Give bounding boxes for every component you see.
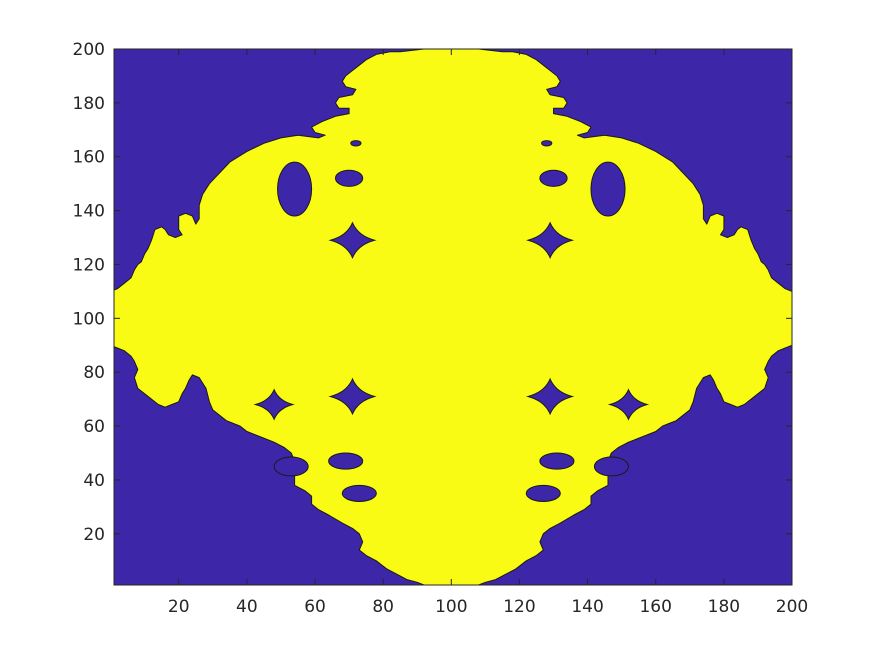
x-axis: 20 40 60 80 100 120 140 160 180 200 — [168, 49, 808, 617]
x-tick-label: 180 — [708, 597, 740, 617]
y-tick-label: 140 — [73, 202, 105, 222]
blue-hole-1-left — [328, 377, 377, 416]
x-tick-label: 60 — [304, 597, 326, 617]
blue-hole-2-right — [541, 140, 553, 147]
y-tick-label: 200 — [73, 40, 105, 60]
blue-hole-3-right — [539, 169, 568, 187]
x-tick-label: 160 — [639, 597, 671, 617]
blue-hole-4-left — [253, 388, 295, 421]
blue-hole-6-left — [273, 456, 309, 477]
x-tick-label: 100 — [435, 597, 467, 617]
blue-hole-4-right — [607, 388, 650, 421]
blue-hole-2-left — [350, 140, 362, 147]
blue-hole-6-right — [593, 456, 629, 477]
blue-hole-5-left — [328, 452, 364, 470]
blue-hole-0-left — [328, 221, 377, 260]
x-tick-label: 200 — [776, 597, 808, 617]
y-tick-label: 80 — [83, 363, 105, 383]
y-tick-label: 100 — [73, 309, 105, 329]
blue-hole-1-right — [525, 377, 575, 416]
y-tick-label: 180 — [73, 94, 105, 114]
x-tick-label: 20 — [168, 597, 190, 617]
blue-hole-8-right — [590, 161, 626, 217]
y-tick-label: 40 — [83, 471, 105, 491]
y-tick-label: 120 — [73, 255, 105, 275]
blue-hole-8-left — [277, 161, 313, 217]
plot-frame — [113, 48, 793, 586]
y-tick-label: 60 — [83, 417, 105, 437]
x-tick-label: 40 — [236, 597, 258, 617]
y-tick-label: 20 — [83, 525, 105, 545]
y-tick-label: 160 — [73, 148, 105, 168]
heatmap-layer — [114, 49, 792, 585]
x-tick-label: 80 — [372, 597, 394, 617]
blue-hole-0-right — [525, 221, 575, 260]
blue-hole-7-right — [525, 484, 561, 503]
x-tick-label: 140 — [571, 597, 603, 617]
x-tick-label: 120 — [503, 597, 535, 617]
blue-hole-5-right — [539, 452, 575, 470]
y-axis: 20 40 60 80 100 120 140 160 180 200 — [73, 40, 792, 545]
blue-hole-7-left — [341, 484, 377, 503]
blue-hole-3-left — [334, 169, 364, 187]
